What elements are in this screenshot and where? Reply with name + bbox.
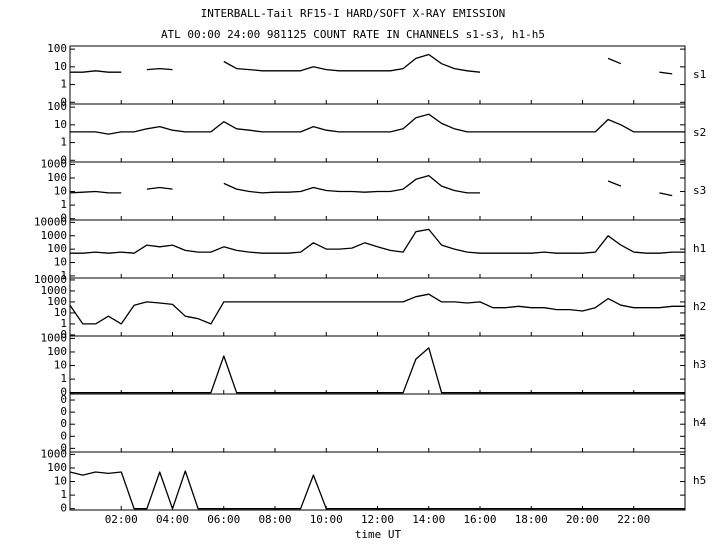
channel-label: h4 <box>693 416 707 429</box>
x-tick-label: 06:00 <box>207 513 240 526</box>
y-tick-label: 10 <box>54 60 67 73</box>
y-tick-label: 10 <box>54 306 67 319</box>
x-tick-label: 18:00 <box>515 513 548 526</box>
channel-label: s2 <box>693 126 706 139</box>
x-tick-label: 02:00 <box>105 513 138 526</box>
x-tick-label: 10:00 <box>310 513 343 526</box>
y-tick-label: 1000 <box>41 229 68 242</box>
y-tick-label: 10 <box>54 256 67 269</box>
x-axis-label: time UT <box>355 528 402 541</box>
y-tick-label: 1 <box>60 136 67 149</box>
channel-label: h5 <box>693 474 706 487</box>
y-tick-label: 0 <box>60 153 67 166</box>
y-tick-label: 0 <box>60 212 67 225</box>
channel-label: s3 <box>693 184 706 197</box>
y-tick-label: 0 <box>60 441 67 454</box>
trace <box>70 113 685 135</box>
y-tick-label: 100 <box>47 100 67 113</box>
x-tick-label: 04:00 <box>156 513 189 526</box>
y-tick-label: 100 <box>47 295 67 308</box>
panel-frame <box>69 335 686 395</box>
y-tick-label: 10000 <box>34 273 67 286</box>
y-tick-label: 0 <box>60 502 67 515</box>
channel-label: h1 <box>693 242 706 255</box>
y-tick-label: 1000 <box>41 447 68 460</box>
y-tick-label: 0 <box>60 429 67 442</box>
y-tick-label: 0 <box>60 417 67 430</box>
y-tick-label: 10 <box>54 475 67 488</box>
y-tick-label: 10 <box>54 359 67 372</box>
panel-frame <box>69 103 686 163</box>
x-tick-label: 08:00 <box>258 513 291 526</box>
y-tick-label: 100 <box>47 42 67 55</box>
y-tick-label: 1000 <box>41 284 68 297</box>
trace <box>69 293 685 325</box>
y-tick-label: 1 <box>60 372 67 385</box>
channel-label: h2 <box>693 300 706 313</box>
trace <box>70 228 685 254</box>
y-tick-label: 1000 <box>41 331 68 344</box>
panel-frame <box>69 219 686 279</box>
y-tick-label: 10 <box>54 118 67 131</box>
y-tick-label: 1 <box>60 269 67 282</box>
y-tick-label: 0 <box>60 405 67 418</box>
y-tick-label: 1000 <box>41 157 68 170</box>
trace <box>69 174 673 197</box>
y-tick-label: 0 <box>60 393 67 406</box>
y-tick-label: 0 <box>60 328 67 341</box>
x-tick-label: 12:00 <box>361 513 394 526</box>
chart-subtitle: ATL 00:00 24:00 981125 COUNT RATE IN CHA… <box>161 28 545 41</box>
panel-frame <box>69 277 686 337</box>
y-tick-label: 100 <box>47 171 67 184</box>
x-tick-label: 14:00 <box>412 513 445 526</box>
y-tick-label: 10 <box>54 185 67 198</box>
panel-frame <box>69 45 686 105</box>
y-tick-label: 1 <box>60 317 67 330</box>
trace <box>69 470 685 510</box>
chart-title: INTERBALL-Tail RF15-I HARD/SOFT X-RAY EM… <box>201 7 506 20</box>
y-tick-label: 1 <box>60 488 67 501</box>
x-tick-label: 16:00 <box>463 513 496 526</box>
y-tick-label: 1 <box>60 198 67 211</box>
x-tick-label: 20:00 <box>566 513 599 526</box>
y-tick-label: 100 <box>47 345 67 358</box>
y-tick-label: 100 <box>47 461 67 474</box>
y-tick-label: 1 <box>60 78 67 91</box>
y-tick-label: 0 <box>60 386 67 399</box>
y-tick-label: 0 <box>60 95 67 108</box>
channel-label: h3 <box>693 358 706 371</box>
trace <box>70 347 685 394</box>
x-tick-label: 22:00 <box>617 513 650 526</box>
channel-label: s1 <box>693 68 706 81</box>
y-tick-label: 100 <box>47 242 67 255</box>
y-tick-label: 10000 <box>34 215 67 228</box>
panel-frame <box>69 393 686 453</box>
trace <box>70 53 673 75</box>
